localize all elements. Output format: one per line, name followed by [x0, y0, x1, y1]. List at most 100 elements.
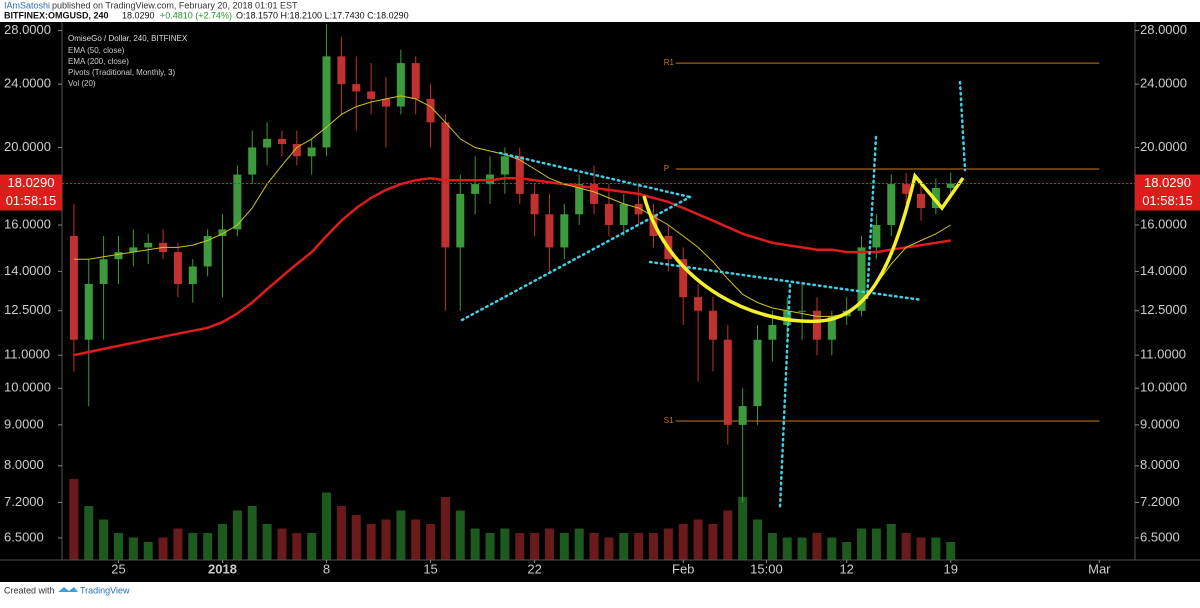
volume-bar [916, 537, 926, 560]
candle-body [768, 324, 777, 340]
volume-bar [500, 528, 510, 560]
logo [58, 587, 78, 592]
candle-body [263, 138, 272, 148]
candle-body [723, 339, 732, 425]
candle-body [753, 339, 762, 407]
author[interactable]: IAmSatoshi [4, 0, 50, 10]
x-tick-label: 8 [323, 561, 330, 576]
candle-body [530, 193, 539, 215]
volume-bar [559, 533, 569, 560]
candle-body [352, 84, 361, 92]
header-bg [0, 0, 1200, 22]
candle-body [798, 310, 807, 312]
chart-title: OmiseGo / Dollar, 240, BITFINEX [68, 34, 188, 43]
candle-body [916, 193, 925, 209]
volume-bar [619, 533, 629, 560]
x-tick-label: 15:00 [750, 561, 783, 576]
candle-body [694, 297, 703, 311]
y-tick-label: 12.5000 [4, 302, 51, 317]
volume-bar [351, 515, 361, 560]
volume-bar [143, 542, 153, 560]
candle-body [292, 144, 301, 157]
candle-body [872, 224, 881, 248]
legend-entry: EMA (50, close) [68, 46, 125, 55]
volume-bar [901, 533, 911, 560]
candle-body [411, 63, 420, 99]
y-tick-label: 28.0000 [4, 22, 51, 37]
volume-bar [322, 492, 332, 560]
y-tick-label: 9.0000 [1140, 416, 1180, 431]
y-tick-label: 10.0000 [4, 380, 51, 395]
y-tick-label: 7.2000 [4, 494, 44, 509]
volume-bar [797, 537, 807, 560]
volume-bar [292, 533, 302, 560]
volume-bar [262, 524, 272, 560]
change: +0.4810 (+2.74%) [160, 10, 232, 20]
volume-bar [693, 519, 703, 560]
volume-bar [218, 524, 228, 560]
volume-bar [336, 506, 346, 560]
volume-bar [530, 533, 540, 560]
candle-body [173, 252, 182, 285]
volume-bar [515, 533, 525, 560]
candle-body [902, 184, 911, 194]
candle-body [114, 252, 123, 260]
volume-bar [886, 524, 896, 560]
volume-bar [485, 533, 495, 560]
candle-body [946, 183, 955, 188]
candle-body [367, 91, 376, 99]
candle-body [144, 242, 153, 248]
volume-bar [589, 533, 599, 560]
x-tick-label: Feb [672, 561, 694, 576]
candle-body [188, 266, 197, 285]
volume-bar [678, 524, 688, 560]
y-tick-label: 11.0000 [1140, 347, 1186, 362]
y-tick-label: 16.0000 [4, 216, 51, 231]
volume-bar [842, 542, 852, 560]
candle-body [248, 147, 257, 175]
candle-body [812, 310, 821, 340]
chart-bg [0, 22, 1200, 582]
volume-bar [203, 533, 213, 560]
trendline [498, 151, 692, 199]
y-tick-label: 14.0000 [1140, 263, 1187, 278]
x-tick-label: 15 [423, 561, 437, 576]
x-tick-label: 19 [943, 561, 957, 576]
volume-bar [113, 533, 123, 560]
trendline [778, 283, 792, 510]
y-tick-label: 12.5000 [1140, 302, 1187, 317]
y-tick-label: 7.2000 [1140, 494, 1180, 509]
brand[interactable]: TradingView [80, 585, 130, 595]
y-tick-label: 6.5000 [4, 529, 44, 544]
cup-drawing [642, 172, 965, 324]
volume-bar [544, 528, 554, 560]
x-tick-label: Mar [1088, 561, 1111, 576]
volume-bar [470, 528, 480, 560]
y-tick-label: 20.0000 [1140, 139, 1187, 154]
volume-bar [812, 533, 822, 560]
plot: R1 P S1 [69, 24, 1100, 560]
y-tick-label: 14.0000 [4, 263, 51, 278]
candle-body [827, 316, 836, 340]
candle-body [857, 247, 866, 311]
pivot-label: S1 [664, 416, 674, 425]
y-tick-label: 6.5000 [1140, 529, 1180, 544]
pivot-label: P [664, 164, 669, 173]
legend-entry: Pivots (Traditional, Monthly, 3) [68, 68, 175, 77]
candle-body [69, 236, 78, 340]
y-tick-label: 28.0000 [1140, 22, 1187, 37]
candle-body [84, 284, 93, 340]
ema-line [73, 95, 951, 317]
ohlc: O:18.1570 H:18.2100 L:17.7430 C:18.0290 [236, 10, 409, 20]
candle-body [471, 184, 480, 194]
volume-bar [634, 533, 644, 560]
volume-bar [366, 524, 376, 560]
volume-bar [411, 519, 421, 560]
candle-body [619, 203, 628, 225]
candle-body [426, 98, 435, 123]
candle-body [604, 203, 613, 225]
candle-body [322, 56, 331, 148]
candle-body [515, 156, 524, 194]
volume-bar [188, 533, 198, 560]
